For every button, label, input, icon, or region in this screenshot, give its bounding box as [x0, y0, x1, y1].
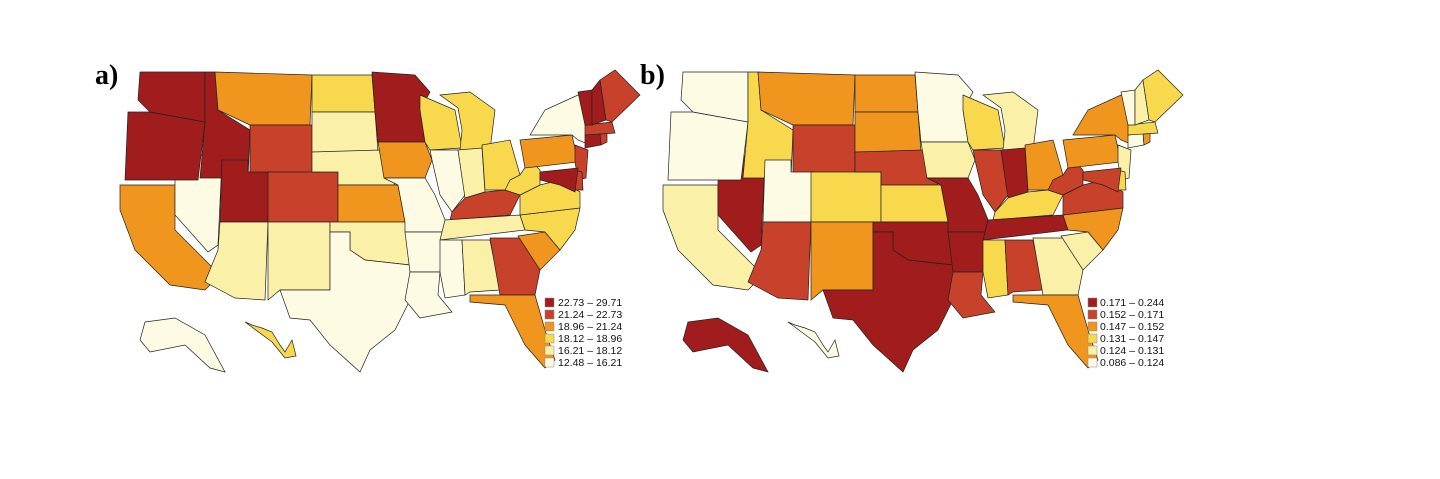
- legend-swatch: [544, 321, 555, 332]
- state-rhode-island: [599, 132, 608, 146]
- state-hawaii: [787, 321, 840, 359]
- state-wyoming: [249, 124, 313, 179]
- state-alaska: [682, 317, 769, 373]
- map-panel-a: a) 22.73 – 29.71 21.24 – 22.73 18.96 – 2…: [95, 60, 641, 373]
- legend-swatch: [544, 357, 555, 368]
- state-hawaii: [244, 321, 297, 359]
- legend-label: 0.086 – 0.124: [1100, 357, 1164, 369]
- state-maryland: [539, 167, 579, 193]
- legend-label: 12.48 – 16.21: [558, 357, 622, 369]
- legend-label: 0.147 – 0.152: [1100, 321, 1164, 333]
- state-colorado: [810, 171, 882, 223]
- state-alabama: [461, 239, 501, 296]
- state-rhode-island: [1142, 132, 1151, 146]
- legend-swatch: [544, 333, 555, 344]
- legend-swatch: [1087, 321, 1098, 332]
- legend-label: 18.96 – 21.24: [558, 321, 622, 333]
- state-oregon: [124, 111, 206, 181]
- state-new-mexico: [810, 221, 874, 301]
- state-georgia: [489, 237, 541, 296]
- state-wyoming: [792, 124, 856, 179]
- state-kansas: [880, 184, 949, 223]
- legend-a: 22.73 – 29.71 21.24 – 22.73 18.96 – 21.2…: [544, 297, 622, 369]
- state-north-dakota: [311, 74, 376, 113]
- state-arkansas: [947, 231, 989, 273]
- legend-label: 22.73 – 29.71: [558, 297, 622, 309]
- us-map-b: [662, 69, 1184, 373]
- state-connecticut: [1127, 132, 1145, 149]
- legend-swatch: [1087, 297, 1098, 308]
- state-colorado: [267, 171, 339, 223]
- state-new-mexico: [267, 221, 331, 301]
- state-texas: [822, 231, 954, 373]
- state-florida: [1012, 294, 1099, 369]
- legend-b: 0.171 – 0.244 0.152 – 0.171 0.147 – 0.15…: [1087, 297, 1164, 369]
- legend-label: 0.171 – 0.244: [1100, 297, 1164, 309]
- state-alabama: [1004, 239, 1044, 296]
- state-kansas: [337, 184, 406, 223]
- legend-swatch: [544, 345, 555, 356]
- legend-swatch: [1087, 309, 1098, 320]
- state-oregon: [667, 111, 749, 181]
- state-maryland: [1082, 167, 1122, 193]
- state-mississippi: [439, 239, 466, 299]
- state-pennsylvania: [519, 134, 579, 169]
- legend-swatch: [544, 297, 555, 308]
- state-mississippi: [982, 239, 1009, 299]
- us-map-a: [119, 69, 641, 373]
- state-massachusetts: [584, 121, 616, 136]
- legend-label: 16.21 – 18.12: [558, 345, 622, 357]
- state-texas: [279, 231, 411, 373]
- legend-label: 18.12 – 18.96: [558, 333, 622, 345]
- state-maine: [599, 69, 641, 123]
- state-iowa: [920, 141, 976, 179]
- legend-label: 0.131 – 0.147: [1100, 333, 1164, 345]
- legend-swatch: [1087, 333, 1098, 344]
- legend-label: 0.152 – 0.171: [1100, 309, 1164, 321]
- state-georgia: [1032, 237, 1084, 296]
- state-pennsylvania: [1062, 134, 1122, 169]
- state-south-dakota: [311, 111, 379, 153]
- state-alaska: [139, 317, 226, 373]
- panel-label-b: b): [640, 60, 665, 91]
- legend-label: 21.24 – 22.73: [558, 309, 622, 321]
- legend-label: 0.124 – 0.131: [1100, 345, 1164, 357]
- state-washington: [680, 71, 749, 123]
- state-arkansas: [404, 231, 446, 273]
- state-iowa: [377, 141, 433, 179]
- panel-label-a: a): [95, 60, 118, 91]
- legend-swatch: [1087, 345, 1098, 356]
- state-washington: [137, 71, 206, 123]
- state-south-dakota: [854, 111, 922, 153]
- legend-swatch: [544, 309, 555, 320]
- legend-swatch: [1087, 357, 1098, 368]
- state-connecticut: [584, 132, 602, 149]
- state-massachusetts: [1127, 121, 1159, 136]
- state-maine: [1142, 69, 1184, 123]
- map-panel-b: b) 0.171 – 0.244 0.152 – 0.171 0.147 – 0…: [640, 60, 1184, 373]
- state-north-dakota: [854, 74, 919, 113]
- state-florida: [469, 294, 556, 369]
